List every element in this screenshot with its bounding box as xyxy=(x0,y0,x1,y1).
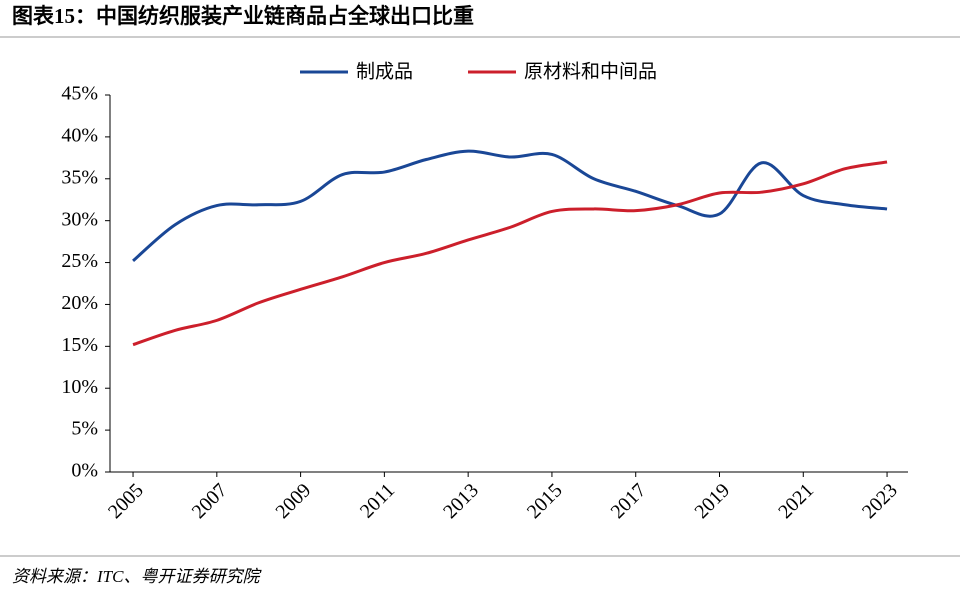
x-tick-label: 2023 xyxy=(858,479,902,523)
y-tick-label: 30% xyxy=(61,208,98,230)
x-tick-label: 2009 xyxy=(272,479,316,523)
series-line xyxy=(132,160,888,347)
y-tick-label: 0% xyxy=(71,460,98,482)
legend-label: 制成品 xyxy=(356,61,413,83)
x-tick-label: 2005 xyxy=(104,479,148,523)
x-tick-label: 2011 xyxy=(356,479,399,522)
y-tick-label: 15% xyxy=(61,334,98,356)
x-tick-label: 2007 xyxy=(188,479,232,523)
y-tick-label: 25% xyxy=(61,250,98,272)
y-tick-label: 10% xyxy=(61,376,98,398)
y-tick-label: 5% xyxy=(71,418,98,440)
x-tick-label: 2015 xyxy=(523,479,567,523)
y-tick-label: 40% xyxy=(61,124,98,146)
chart-title: 图表15：中国纺织服装产业链商品占全球出口比重 xyxy=(12,4,474,28)
x-tick-label: 2017 xyxy=(607,479,651,523)
y-tick-label: 20% xyxy=(61,292,98,314)
x-tick-label: 2019 xyxy=(690,479,734,523)
y-tick-label: 45% xyxy=(61,83,98,105)
series-line xyxy=(132,149,888,263)
y-tick-label: 35% xyxy=(61,166,98,188)
legend-label: 原材料和中间品 xyxy=(524,61,657,83)
x-tick-label: 2013 xyxy=(439,479,483,523)
source: 资料来源：ITC、粤开证券研究院 xyxy=(12,567,262,586)
x-tick-label: 2021 xyxy=(774,479,818,523)
